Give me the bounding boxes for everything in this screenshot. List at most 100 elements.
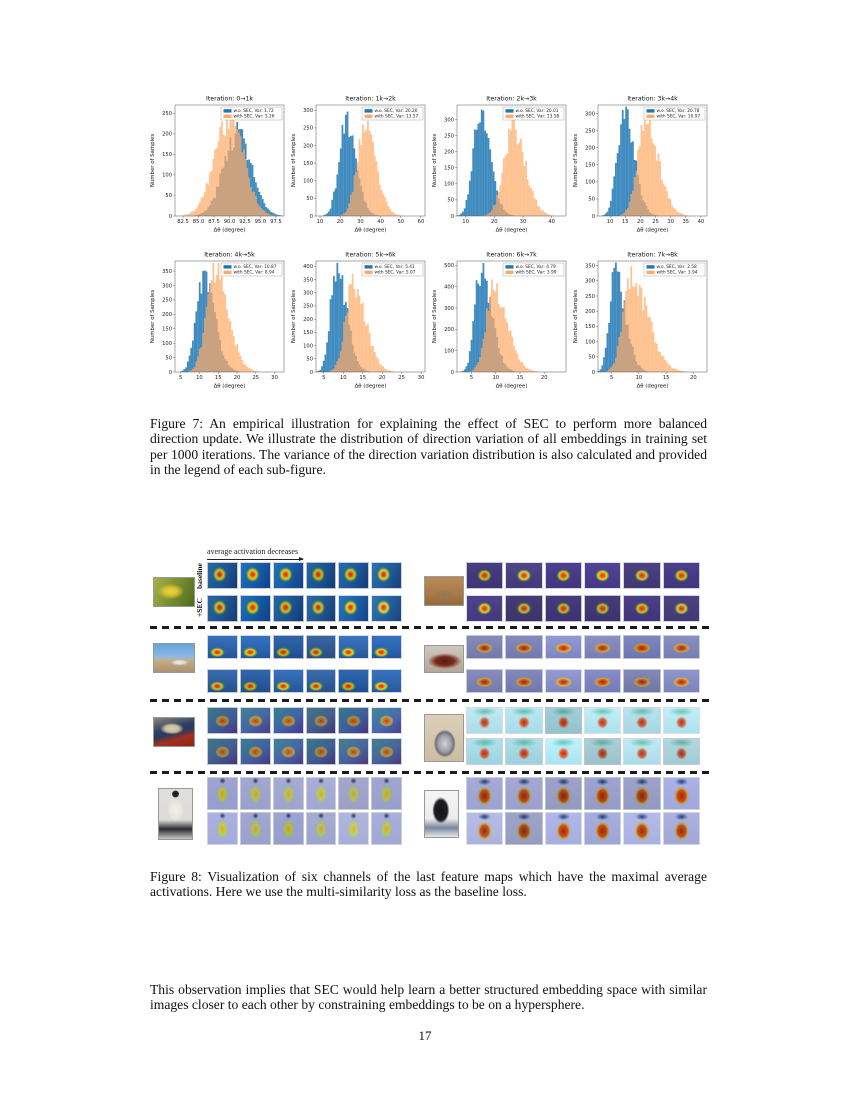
feature-map-kettle-baseline-ch2 — [505, 707, 543, 734]
original-image-car — [153, 643, 195, 673]
svg-text:200: 200 — [444, 327, 454, 333]
feature-map-truck-sec-ch2 — [505, 669, 543, 693]
svg-text:w.o. SEC, Var: 20.78: w.o. SEC, Var: 20.78 — [657, 108, 700, 114]
svg-text:10: 10 — [607, 219, 614, 225]
feature-map-kettle-sec-ch5 — [623, 738, 661, 765]
svg-text:150: 150 — [303, 330, 313, 336]
feature-map-kettle-sec-ch2 — [505, 738, 543, 765]
feature-map-sofa-sec-ch3 — [272, 738, 304, 765]
feature-map-person-black-sweater-baseline-ch2 — [505, 777, 543, 810]
histogram-iteration-5k-6k: 0 50 100 150 200 250 300 350 400 5 10 15 20 25 30 Itera… — [291, 252, 426, 390]
svg-text:20: 20 — [379, 375, 386, 381]
feature-map-grid-person-white — [207, 777, 402, 845]
svg-text:15: 15 — [663, 375, 670, 381]
feature-map-sofa-sec-ch2 — [239, 738, 271, 765]
svg-text:with SEC, Var: 13.58: with SEC, Var: 13.58 — [516, 114, 560, 120]
svg-text:50: 50 — [588, 355, 595, 361]
svg-text:92.5: 92.5 — [239, 219, 251, 225]
feature-map-grid-kettle — [466, 707, 700, 765]
svg-text:150: 150 — [444, 166, 454, 172]
svg-text:200: 200 — [162, 132, 172, 138]
svg-text:Δθ (degree): Δθ (degree) — [496, 228, 528, 234]
svg-text:0: 0 — [592, 214, 595, 220]
svg-text:50: 50 — [165, 193, 172, 199]
svg-text:Number of Samples: Number of Samples — [432, 134, 438, 187]
feature-map-truck-baseline-ch6 — [662, 635, 700, 659]
feature-map-person-white-top-baseline-ch1 — [207, 777, 238, 810]
feature-map-ground-bird-baseline-ch2 — [505, 562, 543, 589]
svg-text:200: 200 — [444, 149, 454, 155]
feature-map-kettle-baseline-ch6 — [662, 707, 700, 734]
svg-text:100: 100 — [162, 173, 172, 179]
feature-map-person-black-sweater-sec-ch1 — [466, 812, 504, 845]
histogram-iteration-1k-2k: 0 50 100 150 200 250 300 10 20 30 40 50 60 Iteration:… — [291, 96, 426, 234]
feature-map-truck-sec-ch5 — [623, 669, 661, 693]
svg-text:with SEC, Var: 13.57: with SEC, Var: 13.57 — [375, 114, 419, 120]
feature-map-sofa-sec-ch1 — [207, 738, 238, 765]
original-image-sofa — [153, 717, 195, 747]
svg-text:Δθ (degree): Δθ (degree) — [496, 384, 528, 390]
feature-map-ground-bird-sec-ch2 — [505, 595, 543, 622]
svg-text:300: 300 — [585, 111, 595, 117]
feature-map-ground-bird-baseline-ch6 — [662, 562, 700, 589]
feature-map-ground-bird-baseline-ch5 — [623, 562, 661, 589]
feature-map-car-baseline-ch2 — [239, 635, 271, 659]
figure8-feature-maps: average activation decreases baseline +S… — [150, 546, 710, 848]
svg-text:w.o. SEC, Var: 5.41: w.o. SEC, Var: 5.41 — [375, 264, 416, 270]
svg-text:150: 150 — [585, 163, 595, 169]
svg-text:250: 250 — [303, 126, 313, 132]
svg-text:Number of Samples: Number of Samples — [150, 290, 156, 343]
svg-text:20: 20 — [337, 219, 344, 225]
svg-text:20: 20 — [234, 375, 241, 381]
svg-text:Δθ (degree): Δθ (degree) — [355, 228, 387, 234]
feature-map-car-sec-ch2 — [239, 669, 271, 693]
feature-map-kettle-sec-ch1 — [466, 738, 504, 765]
svg-text:300: 300 — [303, 108, 313, 114]
svg-text:10: 10 — [636, 375, 643, 381]
original-image-ground-bird — [424, 576, 464, 606]
feature-map-bird-baseline-ch3 — [272, 562, 304, 589]
feature-map-grid-person-black — [466, 777, 700, 845]
feature-map-grid-sofa — [207, 707, 402, 765]
feature-map-car-baseline-ch4 — [305, 635, 337, 659]
feature-map-person-black-sweater-sec-ch6 — [662, 812, 700, 845]
svg-text:Number of Samples: Number of Samples — [291, 134, 297, 187]
svg-text:100: 100 — [444, 348, 454, 354]
svg-text:100: 100 — [303, 343, 313, 349]
svg-text:Iteration: 4k→5k: Iteration: 4k→5k — [204, 252, 255, 259]
svg-text:Δθ (degree): Δθ (degree) — [214, 228, 246, 234]
svg-text:0: 0 — [169, 370, 172, 376]
svg-text:0: 0 — [310, 214, 313, 220]
svg-text:40: 40 — [548, 219, 555, 225]
feature-map-sofa-sec-ch5 — [338, 738, 370, 765]
histogram-iteration-7k-8k: 0 50 100 150 200 250 300 350 5 10 15 20 Iteration: 7… — [573, 252, 708, 390]
svg-text:30: 30 — [418, 375, 425, 381]
svg-text:5: 5 — [179, 375, 182, 381]
feature-map-kettle-sec-ch4 — [583, 738, 622, 765]
svg-text:30: 30 — [271, 375, 278, 381]
svg-text:200: 200 — [162, 312, 172, 318]
svg-text:30: 30 — [357, 219, 364, 225]
svg-text:100: 100 — [162, 341, 172, 347]
feature-map-ground-bird-sec-ch4 — [583, 595, 622, 622]
feature-map-person-black-sweater-baseline-ch3 — [544, 777, 582, 810]
feature-map-car-baseline-ch5 — [338, 635, 370, 659]
svg-text:100: 100 — [444, 182, 454, 188]
histogram-iteration-3k-4k: 0 50 100 150 200 250 300 10 15 20 25 30 35 40 Iteratio… — [573, 96, 708, 234]
feature-map-truck-sec-ch6 — [662, 669, 700, 693]
feature-map-car-sec-ch4 — [305, 669, 337, 693]
svg-text:with SEC, Var: 5.26: with SEC, Var: 5.26 — [234, 114, 275, 120]
svg-text:Number of Samples: Number of Samples — [291, 290, 297, 343]
svg-text:250: 250 — [444, 133, 454, 139]
svg-text:100: 100 — [303, 179, 313, 185]
svg-text:15: 15 — [622, 219, 629, 225]
svg-text:200: 200 — [585, 309, 595, 315]
svg-text:300: 300 — [162, 283, 172, 289]
feature-map-truck-baseline-ch1 — [466, 635, 504, 659]
svg-text:50: 50 — [447, 198, 454, 204]
svg-text:50: 50 — [306, 196, 313, 202]
feature-map-sofa-baseline-ch2 — [239, 707, 271, 734]
feature-map-person-white-top-baseline-ch6 — [371, 777, 402, 810]
svg-text:30: 30 — [667, 219, 674, 225]
